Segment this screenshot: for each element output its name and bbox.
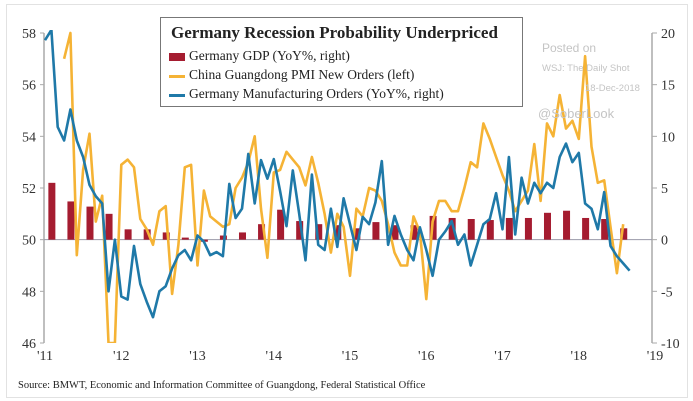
gdp-bar: [258, 224, 266, 240]
legend-swatch-gdp: [169, 53, 185, 61]
gdp-bar: [48, 182, 56, 240]
watermark-publication: WSJ: The Daily Shot: [542, 63, 630, 74]
gdp-bar: [391, 225, 399, 240]
gdp-bar: [181, 237, 189, 240]
watermark-date: 18-Dec-2018: [585, 83, 640, 94]
right-axis-tick-label: -10: [661, 337, 680, 352]
watermark-posted-on: Posted on: [542, 41, 597, 55]
gdp-bar: [563, 210, 571, 240]
gdp-bar: [372, 222, 380, 240]
gdp-bar: [620, 228, 628, 240]
gdp-bar: [238, 232, 246, 240]
left-axis-tick-label: 52: [22, 182, 36, 197]
legend-swatch-pmi: [169, 75, 185, 78]
gdp-bar: [467, 219, 475, 240]
left-axis-tick-label: 50: [22, 234, 36, 249]
right-axis-tick-label: 20: [661, 27, 675, 42]
right-axis-tick-label: 15: [661, 79, 675, 94]
legend-item-pmi: China Guangdong PMI New Orders (left): [169, 67, 415, 83]
gdp-bar: [448, 217, 456, 240]
x-axis-tick-label: '14: [265, 349, 282, 364]
right-axis-tick-label: 0: [661, 234, 668, 249]
gdp-bar: [315, 224, 323, 240]
gdp-bar: [524, 217, 532, 240]
gdp-bar: [105, 213, 113, 240]
pmi-new-orders-line: [62, 31, 625, 343]
gdp-bar: [505, 217, 513, 240]
chart-title: Germany Recession Probability Underprice…: [171, 23, 498, 42]
gdp-bar: [334, 225, 342, 240]
x-axis-tick-label: '18: [570, 349, 587, 364]
gdp-bar: [601, 219, 609, 240]
chart-frame: [6, 4, 688, 398]
legend-item-orders: Germany Manufacturing Orders (YoY%, righ…: [169, 86, 444, 102]
gdp-bar: [86, 206, 94, 240]
source-note: Source: BMWT, Economic and Information C…: [18, 380, 426, 391]
gdp-bar: [486, 220, 494, 240]
x-axis-tick-label: '15: [342, 349, 359, 364]
left-axis-tick-label: 54: [22, 130, 36, 145]
gdp-bar: [582, 217, 590, 240]
right-axis-tick-label: 10: [661, 130, 675, 145]
legend-label-orders: Germany Manufacturing Orders (YoY%, righ…: [189, 86, 444, 101]
x-axis-tick-label: '13: [189, 349, 206, 364]
gdp-bar: [124, 229, 132, 240]
x-axis-tick-label: '19: [647, 349, 664, 364]
gdp-bar: [67, 201, 75, 240]
legend-item-gdp: Germany GDP (YoY%, right): [169, 48, 350, 64]
manufacturing-orders-line: [44, 30, 631, 319]
gdp-bar: [543, 212, 551, 240]
gdp-bar: [277, 209, 285, 240]
x-axis-tick-label: '11: [37, 349, 53, 364]
left-axis-tick-label: 46: [22, 337, 36, 352]
legend: Germany Recession Probability Underprice…: [160, 17, 523, 107]
gdp-bar: [162, 232, 170, 240]
gdp-bar: [353, 228, 361, 240]
legend-label-pmi: China Guangdong PMI New Orders (left): [189, 67, 415, 82]
right-axis-tick-label: -5: [661, 285, 673, 300]
left-axis-tick-label: 56: [22, 79, 36, 94]
left-axis-tick-label: 48: [22, 285, 36, 300]
gdp-bar: [143, 229, 151, 240]
legend-label-gdp: Germany GDP (YoY%, right): [189, 48, 350, 63]
watermark-handle: @SoberLook: [538, 106, 615, 121]
x-axis-tick-label: '17: [494, 349, 511, 364]
x-axis-tick-label: '16: [418, 349, 435, 364]
legend-swatch-orders: [169, 94, 185, 97]
gdp-bar: [410, 225, 418, 240]
gdp-bar: [296, 221, 304, 240]
left-axis-tick-label: 58: [22, 27, 36, 42]
right-axis-tick-label: 5: [661, 182, 668, 197]
x-axis-tick-label: '12: [113, 349, 130, 364]
